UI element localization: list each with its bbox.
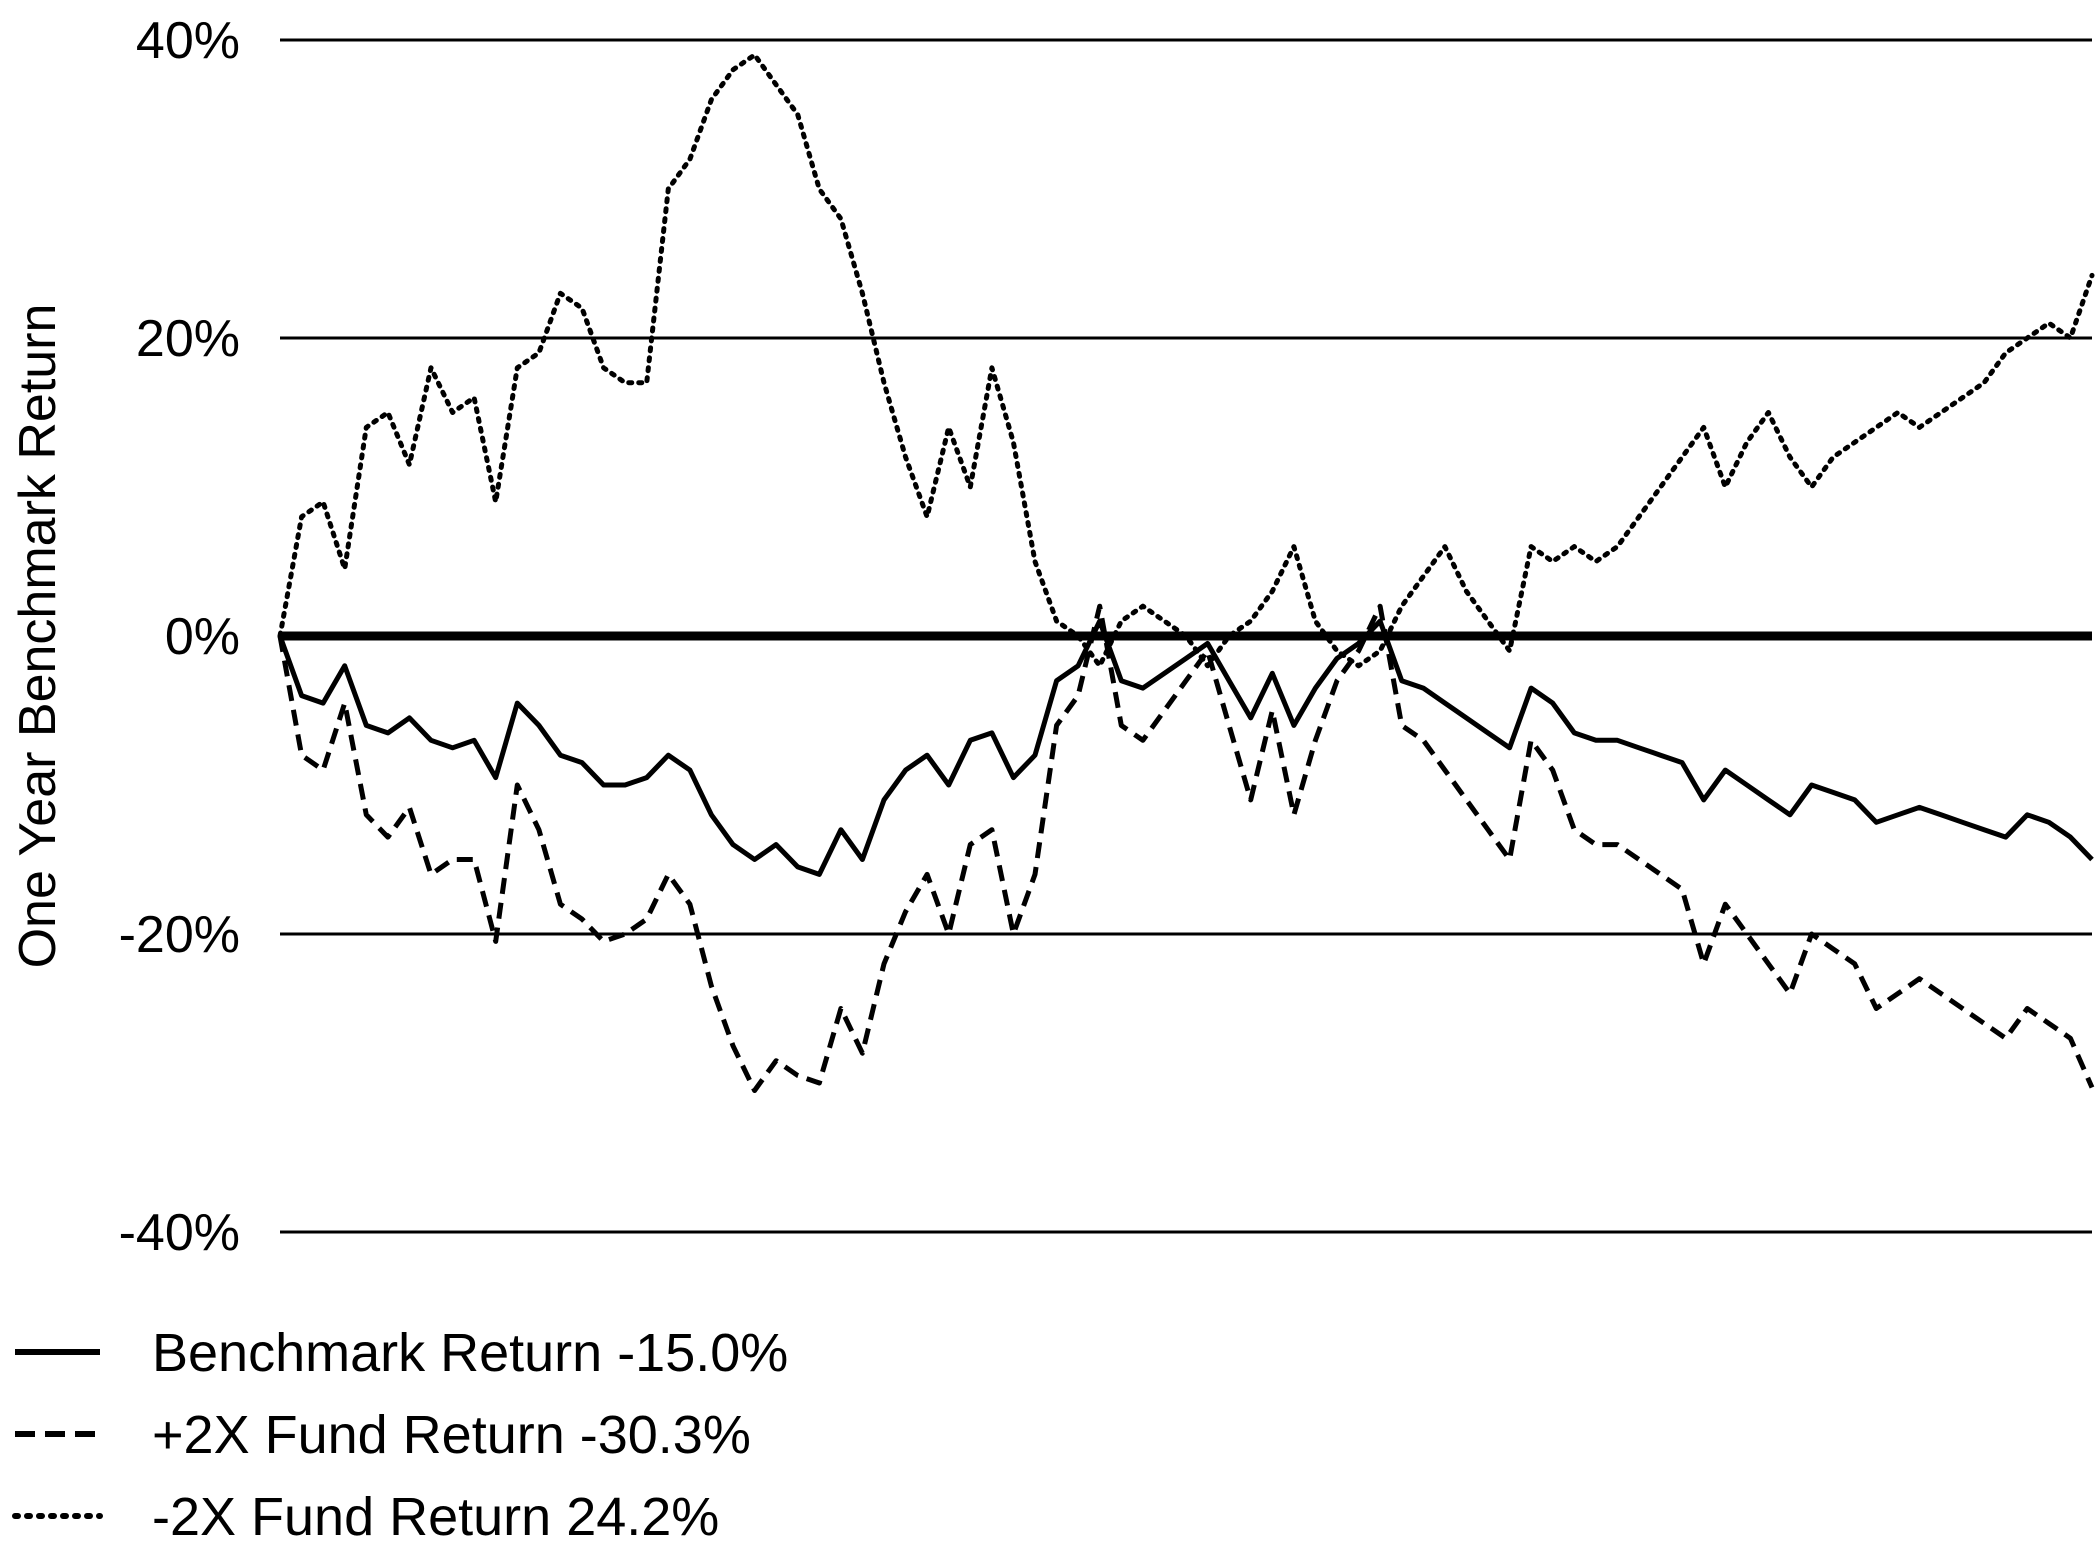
legend-label: -2X Fund Return 24.2%: [152, 1487, 719, 1547]
legend-label: +2X Fund Return -30.3%: [152, 1405, 751, 1465]
y-axis-label: One Year Benchmark Return: [9, 304, 67, 969]
y-tick-labels: 40% 20% 0% -20% -40%: [119, 12, 240, 1262]
y-tick-label: -40%: [119, 1204, 240, 1262]
series-lines: [277, 52, 2095, 1093]
series-line-dotted: [277, 52, 2095, 669]
y-tick-label: 0%: [165, 608, 240, 666]
y-tick-label: 40%: [136, 12, 240, 70]
y-tick-label: -20%: [119, 906, 240, 964]
series-line-solid: [277, 618, 2094, 877]
legend-label: Benchmark Return -15.0%: [152, 1323, 788, 1383]
series-line-dashed: [277, 603, 2095, 1093]
legend: Benchmark Return -15.0% +2X Fund Return -…: [12, 1323, 788, 1547]
y-tick-label: 20%: [136, 310, 240, 368]
